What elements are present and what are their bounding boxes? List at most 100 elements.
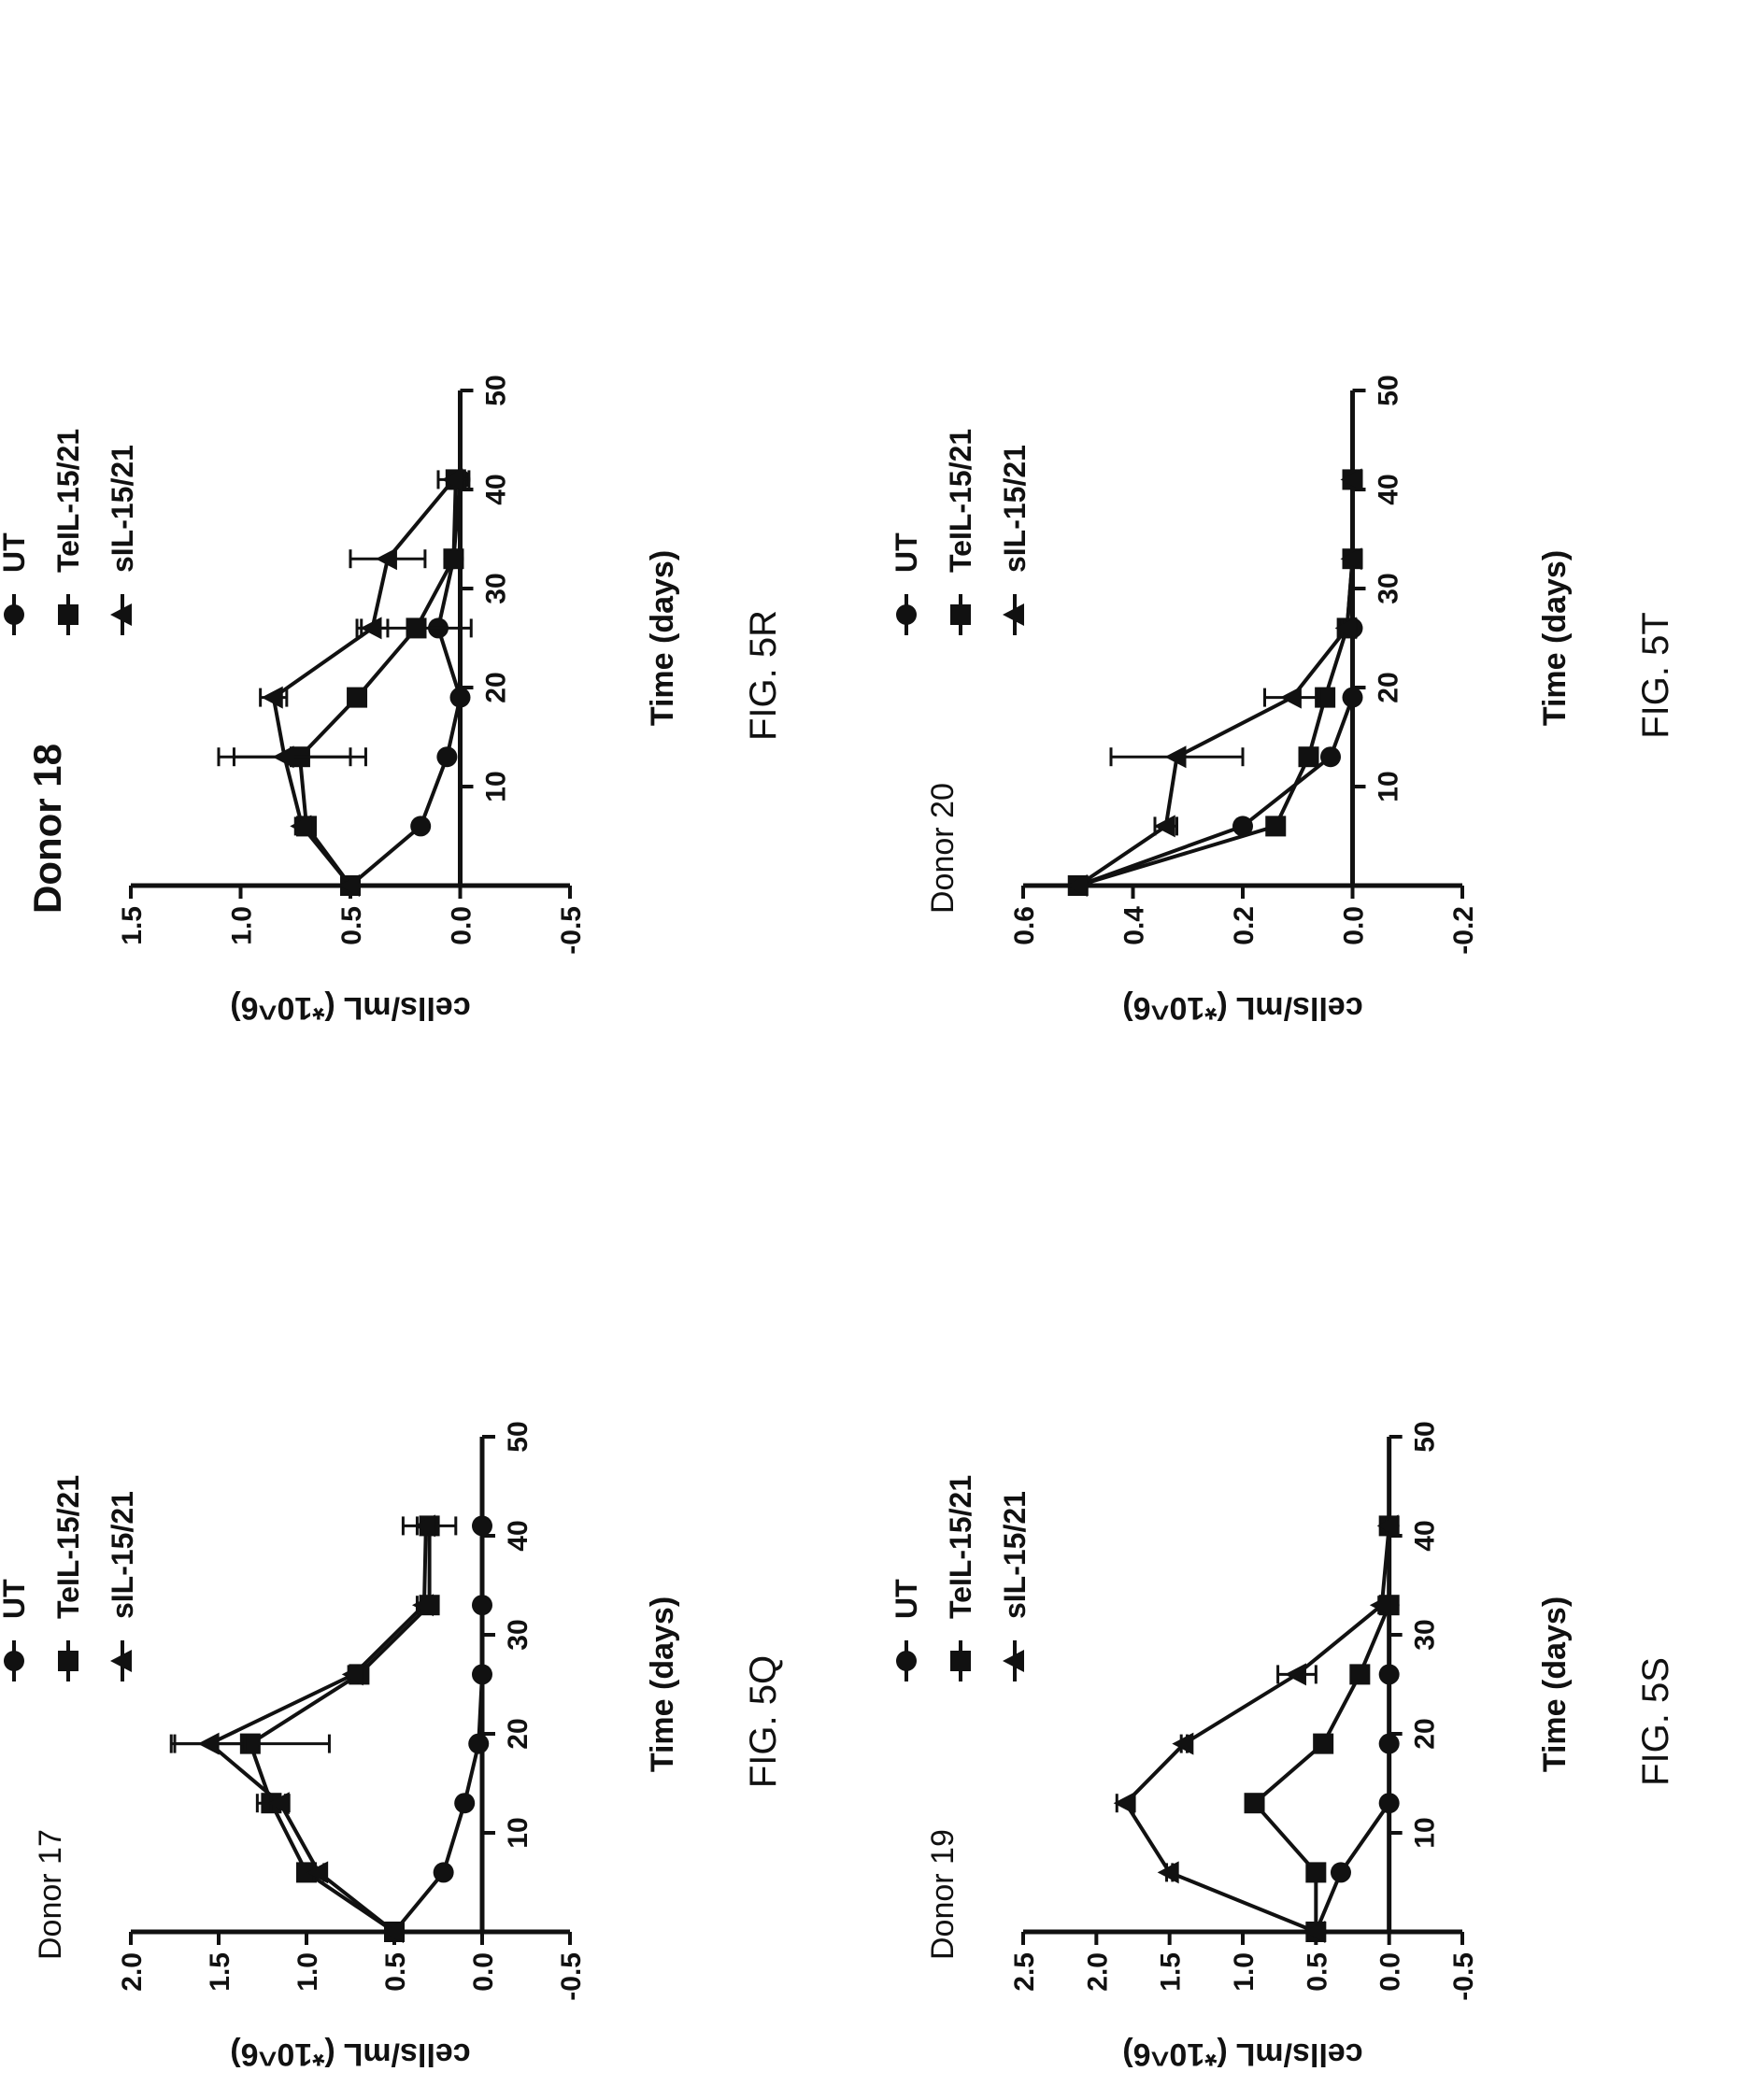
x-tick-label: 10 xyxy=(503,1817,534,1848)
chart-title: Donor 18 xyxy=(25,744,69,914)
y-tick-label: 0.4 xyxy=(1119,906,1150,945)
data-point xyxy=(1305,1862,1327,1883)
chart-title: Donor 17 xyxy=(33,1829,68,1960)
legend-triangle-marker xyxy=(1003,1650,1024,1672)
data-point xyxy=(1265,816,1287,837)
data-point xyxy=(433,1862,454,1883)
legend-label: UT xyxy=(0,1579,31,1619)
series-circle xyxy=(384,1515,492,1942)
data-point xyxy=(375,547,397,571)
legend-label: TeIL-15/21 xyxy=(944,429,977,573)
legend-triangle-marker xyxy=(1003,603,1024,626)
legend-square-marker xyxy=(950,604,971,625)
series-line xyxy=(1077,479,1355,887)
legend: UT TeIL-15/21 sIL-15/21 xyxy=(890,1475,1032,1681)
data-point xyxy=(1172,1732,1194,1755)
chart-title: Donor 19 xyxy=(925,1829,961,1960)
legend-label: sIL-15/21 xyxy=(998,1491,1032,1619)
data-point xyxy=(1298,746,1319,768)
y-tick-label: 1.0 xyxy=(1229,1952,1260,1992)
data-point xyxy=(1113,1792,1135,1815)
data-point xyxy=(1369,1594,1391,1617)
data-point xyxy=(272,745,294,769)
y-tick-label: 1.5 xyxy=(1156,1952,1187,1992)
series-triangle xyxy=(173,1514,436,1943)
legend-label: TeIL-15/21 xyxy=(51,1475,85,1619)
data-point xyxy=(468,1733,490,1754)
legend-square-marker xyxy=(950,1651,971,1671)
y-tick-label: -0.2 xyxy=(1448,906,1479,955)
data-point xyxy=(472,1595,492,1616)
y-tick-label: 0.0 xyxy=(468,1952,499,1992)
panel-fig-5s: Donor 19 2.5 2.0 1.5 1.0 0.5 0.0 -0.5 10 20 30 40 50… xyxy=(890,1421,1676,2072)
y-axis-title: cells/mL (*10^6) xyxy=(1122,2036,1362,2072)
data-point xyxy=(290,815,312,838)
data-point xyxy=(413,1514,435,1538)
x-tick-label: 20 xyxy=(481,672,512,702)
x-axis-title: Time (days) xyxy=(1537,550,1573,726)
panel-fig-5q: Donor 17 2.0 1.5 1.0 0.5 0.0 -0.5 10 20 30 40 50 Tim… xyxy=(0,1421,784,2072)
y-tick-label: 1.5 xyxy=(205,1952,235,1992)
figure-label: FIG. 5R xyxy=(743,610,784,741)
data-point xyxy=(306,1861,329,1884)
x-tick-label: 20 xyxy=(1410,1718,1441,1749)
data-point xyxy=(261,686,283,709)
data-point xyxy=(382,1921,404,1943)
data-point xyxy=(1320,746,1341,768)
data-point xyxy=(1340,468,1362,491)
x-axis-title: Time (days) xyxy=(645,550,680,726)
data-point xyxy=(443,548,464,570)
data-point xyxy=(1164,745,1187,769)
data-point xyxy=(197,1732,220,1755)
data-point xyxy=(472,1664,492,1685)
data-point xyxy=(1157,1861,1179,1884)
legend-circle-marker xyxy=(896,1651,917,1671)
y-tick-label: 0.0 xyxy=(1375,1952,1406,1992)
data-point xyxy=(1244,1793,1265,1814)
series-square xyxy=(232,469,473,896)
y-axis-title: cells/mL (*10^6) xyxy=(230,990,470,1026)
series-line xyxy=(1314,1525,1391,1933)
data-point xyxy=(1330,1862,1351,1883)
data-point xyxy=(338,874,360,897)
y-tick-label: 0.5 xyxy=(380,1952,411,1992)
x-tick-label: 10 xyxy=(1410,1817,1441,1848)
data-point xyxy=(341,1663,363,1686)
legend-label: UT xyxy=(890,532,923,573)
x-tick-label: 30 xyxy=(481,573,512,603)
y-tick-label: 0.5 xyxy=(336,906,367,945)
legend: UT TeIL-15/21 sIL-15/21 xyxy=(890,429,1032,635)
data-point xyxy=(1340,547,1362,571)
legend-label: UT xyxy=(0,532,31,573)
legend-label: sIL-15/21 xyxy=(106,445,139,573)
x-tick-label: 40 xyxy=(481,474,512,504)
x-tick-label: 30 xyxy=(503,1619,534,1650)
legend: UT TeIL-15/21 sIL-15/21 xyxy=(0,1475,139,1681)
data-point xyxy=(1279,686,1302,709)
x-axis-title: Time (days) xyxy=(1537,1596,1573,1772)
data-point xyxy=(410,816,432,837)
legend-label: sIL-15/21 xyxy=(998,445,1032,573)
data-point xyxy=(296,1862,317,1883)
data-point xyxy=(267,1792,290,1815)
x-tick-label: 20 xyxy=(503,1718,534,1749)
legend-square-marker xyxy=(58,604,78,625)
data-point xyxy=(1342,687,1363,708)
legend-square-marker xyxy=(58,1651,78,1671)
x-tick-label: 30 xyxy=(1410,1619,1441,1650)
y-tick-label: 1.0 xyxy=(292,1952,323,1992)
x-tick-label: 10 xyxy=(1374,771,1404,802)
y-tick-label: -0.5 xyxy=(556,1952,587,2001)
x-tick-label: 50 xyxy=(1410,1421,1441,1452)
data-point xyxy=(1349,1664,1371,1685)
data-point xyxy=(449,687,471,708)
y-tick-label: 0.0 xyxy=(1339,906,1370,945)
series-triangle xyxy=(1065,468,1362,897)
y-tick-label: -0.5 xyxy=(1448,1952,1479,2001)
y-tick-label: 2.0 xyxy=(1082,1952,1113,1992)
series-line xyxy=(1077,479,1355,887)
data-point xyxy=(441,468,463,491)
